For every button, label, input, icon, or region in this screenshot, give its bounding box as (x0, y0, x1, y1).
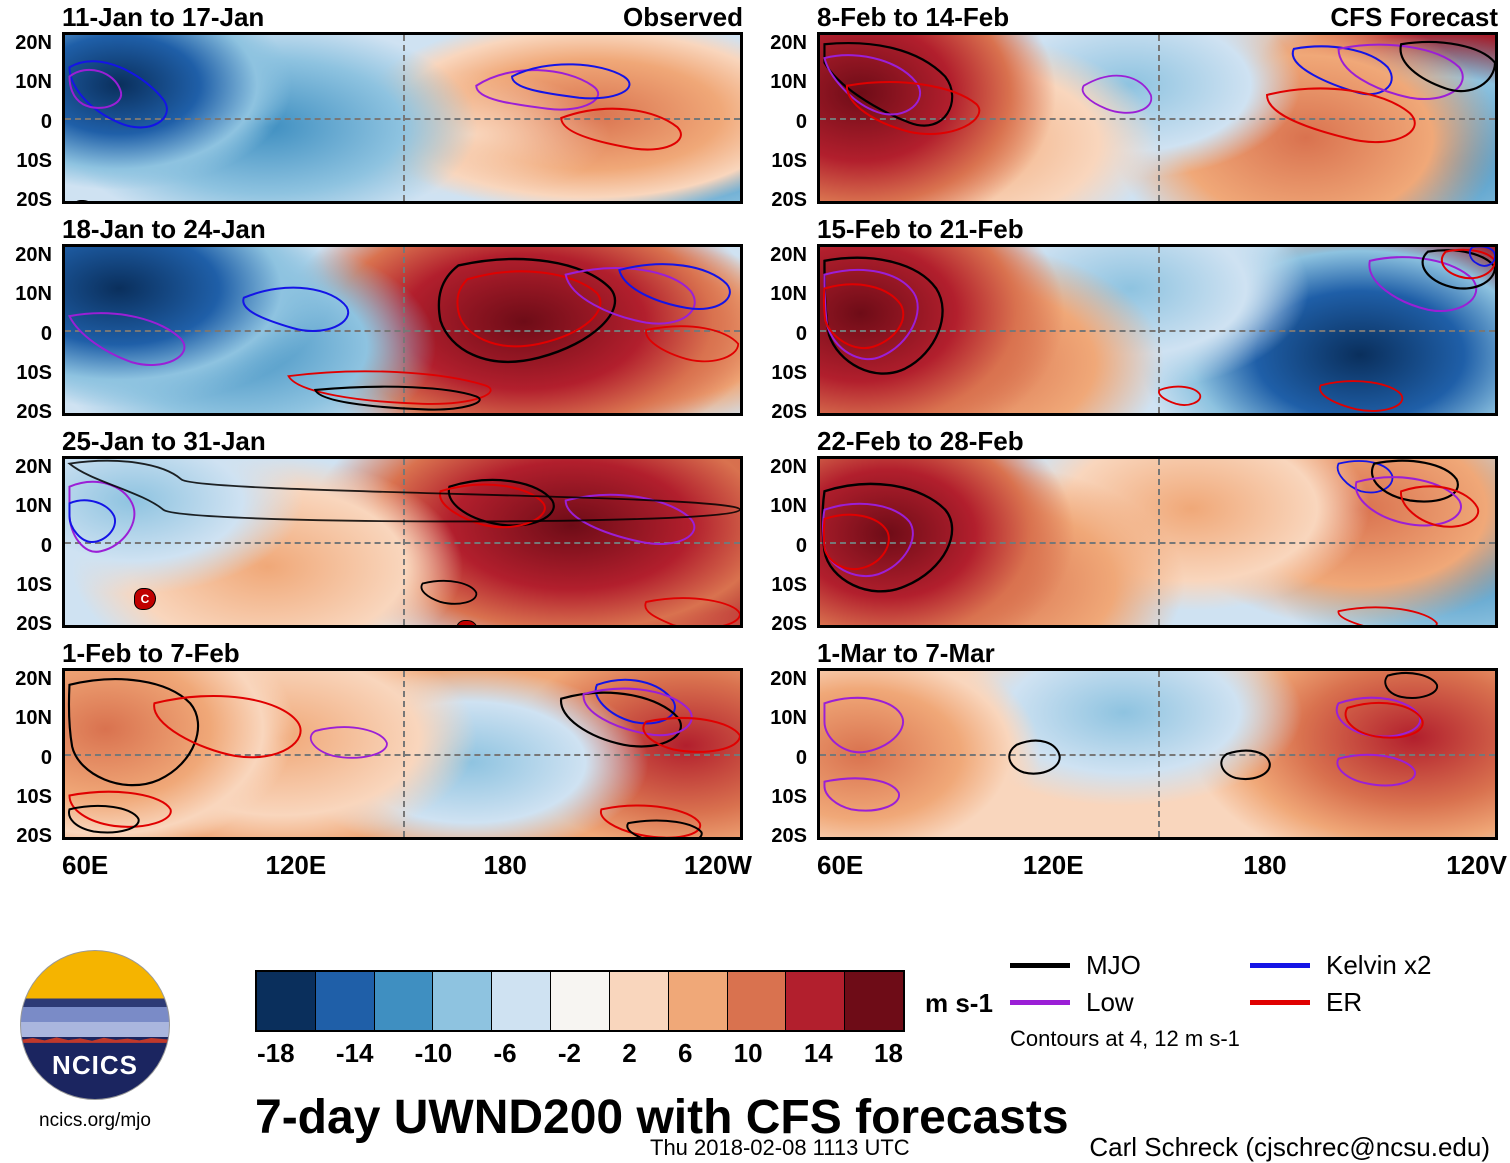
colorbar-swatches (255, 970, 905, 1032)
panel-mar1-7: 1-Mar to 7-Mar 20N 10N 0 10S 20S (755, 636, 1510, 848)
contours-note-label: Contours at 4, 12 m s-1 (1010, 1026, 1490, 1052)
contour-lines-mar1-7 (820, 671, 1495, 837)
panel-title-5: 25-Jan to 31-Jan (62, 426, 266, 457)
footer-area: NCICS ncics.org/mjo -18 -14 -10 -6 -2 2 … (0, 940, 1510, 1142)
timestamp-label: Thu 2018-02-08 1113 UTC (650, 1135, 910, 1161)
author-label: Carl Schreck (cjschrec@ncsu.edu) (1089, 1132, 1490, 1163)
y-axis-labels-7: 20N 10N 0 10S 20S (0, 668, 58, 848)
panel-title-6: 22-Feb to 28-Feb (817, 426, 1024, 457)
map-canvas-jan25-31[interactable]: C F (62, 456, 743, 628)
panel-subtitle-2: CFS Forecast (1330, 2, 1498, 33)
map-canvas-jan18-24[interactable] (62, 244, 743, 416)
y-axis-labels-8: 20N 10N 0 10S 20S (755, 668, 813, 848)
legend-row-1: MJO Kelvin x2 (1010, 950, 1490, 981)
kelvin-line-swatch (1250, 963, 1310, 968)
mjo-line-swatch (1010, 963, 1070, 968)
map-canvas-feb1-7[interactable] (62, 668, 743, 840)
panel-feb1-7: 1-Feb to 7-Feb 20N 10N 0 10S 20S (0, 636, 755, 848)
panel-title-4: 15-Feb to 21-Feb (817, 214, 1024, 245)
legend-row-2: Low ER (1010, 987, 1490, 1018)
ncics-logo-circle: NCICS (20, 950, 170, 1100)
low-line-swatch (1010, 1000, 1070, 1005)
panel-subtitle-1: Observed (623, 2, 743, 33)
contour-lines-jan25-31 (65, 459, 740, 625)
contour-lines-feb22-28 (820, 459, 1495, 625)
panel-title-3: 18-Jan to 24-Jan (62, 214, 266, 245)
legend-block: MJO Kelvin x2 Low ER Contours at 4, 12 m… (1010, 950, 1490, 1052)
colorbar-tick-labels: -18 -14 -10 -6 -2 2 6 10 14 18 (255, 1038, 905, 1069)
legend-item-low: Low (1010, 987, 1250, 1018)
tropical-cyclone-marker-b[interactable]: B (73, 201, 93, 204)
colorbar-unit-label: m s-1 (925, 988, 993, 1019)
y-axis-labels-3: 20N 10N 0 10S 20S (0, 244, 58, 424)
legend-label-mjo: MJO (1086, 950, 1141, 981)
panel-title-7: 1-Feb to 7-Feb (62, 638, 240, 669)
panel-title-2: 8-Feb to 14-Feb (817, 2, 1009, 33)
map-canvas-feb8-14[interactable] (817, 32, 1498, 204)
map-canvas-mar1-7[interactable] (817, 668, 1498, 840)
panel-feb15-21: 15-Feb to 21-Feb 20N 10N 0 10S 20S (755, 212, 1510, 424)
logo-ridge-line (21, 1037, 169, 1043)
legend-label-er: ER (1326, 987, 1362, 1018)
ncics-url-label[interactable]: ncics.org/mjo (10, 1110, 180, 1132)
legend-item-er: ER (1250, 987, 1490, 1018)
y-axis-labels-1: 20N 10N 0 10S 20S (0, 32, 58, 212)
y-axis-labels-5: 20N 10N 0 10S 20S (0, 456, 58, 636)
contour-lines-feb1-7 (65, 671, 740, 837)
er-line-swatch (1250, 1000, 1310, 1005)
panel-feb8-14: 8-Feb to 14-Feb CFS Forecast 20N 10N 0 10S 2… (755, 0, 1510, 212)
x-axis-labels-left: 60E 120E 180 120W (62, 850, 752, 881)
y-axis-labels-6: 20N 10N 0 10S 20S (755, 456, 813, 636)
logo-text-ncics: NCICS (21, 1050, 169, 1081)
x-axis-labels-right: 60E 120E 180 120V (817, 850, 1507, 881)
legend-label-low: Low (1086, 987, 1134, 1018)
contour-lines-feb15-21 (820, 247, 1495, 413)
y-axis-labels-4: 20N 10N 0 10S 20S (755, 244, 813, 424)
panel-title-8: 1-Mar to 7-Mar (817, 638, 995, 669)
panel-jan11-17: 11-Jan to 17-Jan Observed 20N 10N 0 10S 20S … (0, 0, 755, 212)
panel-jan18-24: 18-Jan to 24-Jan 20N 10N 0 10S 20S (0, 212, 755, 424)
panel-title-1: 11-Jan to 17-Jan (62, 2, 264, 33)
panel-feb22-28: 22-Feb to 28-Feb 20N 10N 0 10S 20S (755, 424, 1510, 636)
panel-grid: 11-Jan to 17-Jan Observed 20N 10N 0 10S 20S … (0, 0, 1510, 900)
contour-lines-jan11-17 (65, 35, 740, 201)
colorbar-container: -18 -14 -10 -6 -2 2 6 10 14 18 (255, 970, 905, 1069)
map-canvas-feb22-28[interactable] (817, 456, 1498, 628)
legend-item-kelvin: Kelvin x2 (1250, 950, 1490, 981)
y-axis-labels-2: 20N 10N 0 10S 20S (755, 32, 813, 212)
legend-label-kelvin: Kelvin x2 (1326, 950, 1432, 981)
map-canvas-feb15-21[interactable] (817, 244, 1498, 416)
contour-lines-jan18-24 (65, 247, 740, 413)
ncics-logo[interactable]: NCICS (10, 950, 180, 1100)
contour-lines-feb8-14 (820, 35, 1495, 201)
legend-item-mjo: MJO (1010, 950, 1250, 981)
map-canvas-jan11-17[interactable]: B (62, 32, 743, 204)
